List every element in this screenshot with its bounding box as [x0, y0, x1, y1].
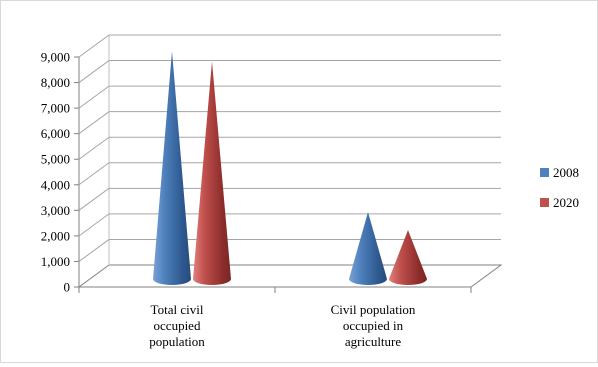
cone-2020-0	[193, 61, 231, 286]
y-tick-label: 1,000	[41, 254, 70, 269]
legend-swatch-2008	[540, 168, 549, 177]
legend: 2008 2020	[540, 165, 579, 210]
y-tick-label: 9,000	[41, 50, 70, 65]
gridline-side	[78, 111, 110, 135]
x-category-label: occupied in	[343, 318, 404, 333]
gridline-side	[78, 162, 110, 186]
cone-2020-1	[389, 230, 427, 285]
gridline-side	[78, 60, 110, 83]
y-tick-label: 2,000	[41, 228, 70, 243]
y-tick-label: 3,000	[41, 203, 70, 218]
y-tick-label: 0	[64, 280, 71, 295]
gridlines	[78, 34, 501, 262]
gridline-side	[78, 136, 110, 160]
y-tick-label: 7,000	[41, 101, 70, 116]
x-category-label: population	[149, 334, 205, 349]
y-tick-label: 5,000	[41, 152, 70, 167]
y-tick-label: 8,000	[41, 75, 70, 90]
x-category-label: occupied	[154, 318, 201, 333]
gridline-side	[78, 239, 110, 262]
y-tick-label: 6,000	[41, 126, 70, 141]
legend-label-2020: 2020	[553, 195, 579, 210]
cones	[153, 51, 427, 286]
legend-swatch-2020	[540, 198, 549, 207]
x-category-label: Civil population	[331, 302, 416, 317]
gridline-side	[78, 213, 110, 237]
legend-label-2008: 2008	[553, 165, 579, 180]
cone-2008-0	[153, 51, 191, 285]
x-category-label: agriculture	[345, 334, 402, 349]
gridline-side	[78, 34, 110, 58]
floor	[77, 264, 503, 288]
gridline-side	[78, 187, 110, 211]
gridline-side	[78, 85, 110, 109]
y-tick-label: 4,000	[41, 177, 70, 192]
cone-2008-1	[349, 212, 387, 285]
y-axis-ticks: 0 1,000 2,000 3,000 4,000 5,000 6,000 7,000 8,00…	[41, 50, 472, 295]
chart-walls	[77, 35, 503, 288]
x-category-label: Total civil	[151, 302, 204, 317]
